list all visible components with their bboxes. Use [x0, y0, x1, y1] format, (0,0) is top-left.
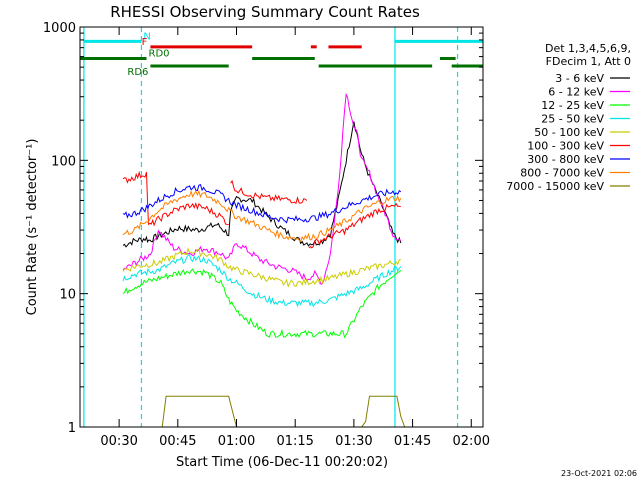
- x-tick-label: 00:45: [159, 434, 196, 449]
- flag-label: RD6: [127, 67, 148, 78]
- legend-header-line-2: FDecim 1, Att 0: [546, 55, 631, 68]
- x-tick-label: 00:30: [100, 434, 137, 449]
- series-line: [361, 395, 406, 428]
- x-tick-label: 01:15: [276, 434, 313, 449]
- legend-entry-label: 6 - 12 keV: [548, 86, 604, 99]
- legend: Det 1,3,4,5,6,9, FDecim 1, Att 0 3 - 6 k…: [506, 42, 631, 193]
- y-tick-label: 10: [59, 288, 76, 303]
- footer-date: 23-Oct-2021 02:06: [561, 469, 637, 478]
- series-line: [122, 268, 402, 339]
- legend-entry-label: 300 - 800 keV: [527, 153, 604, 166]
- series-line: [146, 395, 237, 428]
- series-line: [122, 170, 229, 227]
- flag-label: RD0: [149, 49, 170, 60]
- series-line: [122, 121, 402, 248]
- series-line: [122, 183, 402, 224]
- legend-entry-label: 50 - 100 keV: [534, 126, 604, 139]
- legend-entry-label: 3 - 6 keV: [555, 72, 604, 85]
- y-axis-label: Count Rate (s⁻¹ detector⁻¹): [25, 139, 40, 316]
- flag-label: N: [143, 31, 150, 42]
- legend-header-line-1: Det 1,3,4,5,6,9,: [545, 42, 631, 55]
- series-line: [122, 189, 402, 243]
- plot-frame: [79, 26, 484, 428]
- flag-label: F: [142, 37, 148, 48]
- legend-entry-label: 25 - 50 keV: [541, 113, 604, 126]
- y-tick-label: 100: [51, 154, 76, 169]
- chart-title: RHESSI Observing Summary Count Rates: [110, 3, 420, 21]
- x-axis-ticks: 00:30 00:45 01:00 01:15 01:30 01:45 02:00: [100, 27, 490, 449]
- legend-entry-label: 7000 - 15000 keV: [506, 180, 604, 193]
- x-tick-label: 01:45: [394, 434, 431, 449]
- x-tick-label: 02:00: [453, 434, 490, 449]
- vertical-markers: [83, 27, 459, 427]
- y-axis-ticks: 1 10 100 1000: [43, 21, 483, 436]
- y-tick-label: 1000: [43, 21, 76, 36]
- series-line: [308, 202, 401, 249]
- legend-entry-label: 100 - 300 keV: [527, 140, 604, 153]
- legend-entry-label: 12 - 25 keV: [541, 99, 604, 112]
- x-axis-label: Start Time (06-Dec-11 00:20:02): [176, 455, 388, 470]
- x-tick-label: 01:30: [335, 434, 372, 449]
- series-line: [230, 179, 308, 204]
- series-lines: [122, 92, 406, 428]
- series-line: [122, 92, 402, 286]
- y-tick-label: 1: [68, 421, 76, 436]
- series-line: [122, 247, 401, 288]
- legend-entry-label: 800 - 7000 keV: [520, 167, 604, 180]
- x-tick-label: 01:00: [218, 434, 255, 449]
- series-line: [122, 254, 402, 308]
